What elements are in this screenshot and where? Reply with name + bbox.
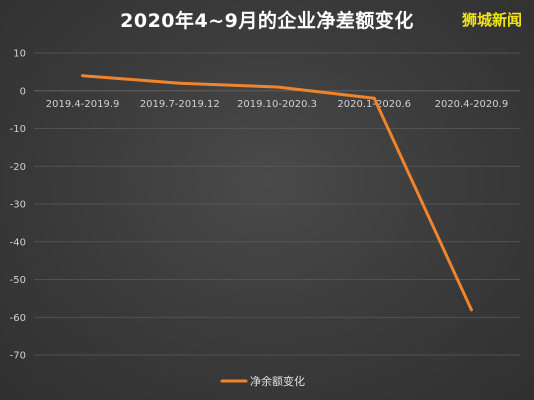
y-tick-label-4: -30	[10, 200, 26, 211]
watermark-logo: 狮城新闻	[461, 11, 522, 29]
data-point-0-1	[178, 81, 182, 85]
data-point-0-3	[372, 96, 376, 100]
data-point-0-0	[81, 74, 85, 78]
series-line-0	[81, 74, 473, 312]
series-layer	[81, 74, 473, 312]
y-tick-label-0: 10	[13, 49, 26, 60]
legend-label: 净余额变化	[250, 374, 305, 388]
y-tick-label-7: -60	[10, 313, 26, 324]
y-tick-label-1: 0	[20, 86, 26, 97]
x-category-label-1: 2019.7-2019.12	[140, 99, 220, 110]
y-axis-ticks: 10 0 -10 -20 -30 -40 -50 -60 -70	[10, 49, 26, 362]
x-category-label-3: 2020.1-2020.6	[337, 99, 411, 110]
chart-title: 2020年4~9月的企业净差额变化	[120, 10, 414, 32]
y-tick-label-8: -70	[10, 351, 26, 362]
y-tick-label-3: -20	[10, 162, 26, 173]
data-point-0-2	[275, 85, 279, 89]
y-tick-label-5: -40	[10, 237, 26, 248]
data-point-0-4	[469, 308, 473, 312]
x-category-label-2: 2019.10-2020.3	[237, 99, 317, 110]
x-axis-categories: 2019.4-2019.9 2019.7-2019.12 2019.10-2020.…	[46, 99, 508, 110]
legend: 净余额变化	[220, 374, 305, 388]
y-tick-label-2: -10	[10, 124, 26, 135]
x-category-label-0: 2019.4-2019.9	[46, 99, 120, 110]
grid-lines	[34, 52, 520, 356]
x-category-label-4: 2020.4-2020.9	[435, 99, 509, 110]
y-tick-label-6: -50	[10, 275, 26, 286]
